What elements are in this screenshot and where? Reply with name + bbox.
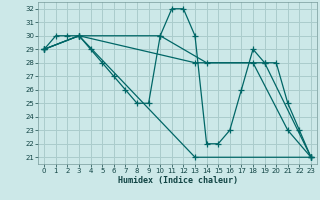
X-axis label: Humidex (Indice chaleur): Humidex (Indice chaleur) bbox=[118, 176, 238, 185]
